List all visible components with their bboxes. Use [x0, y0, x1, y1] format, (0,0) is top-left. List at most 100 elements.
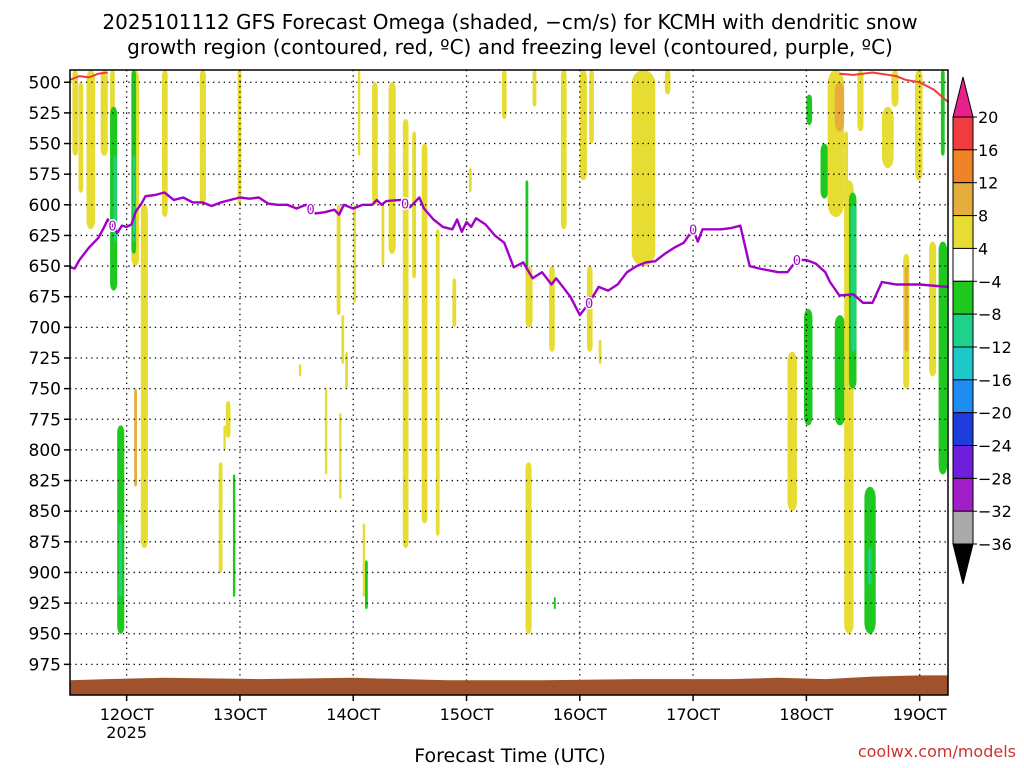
omega-region: [929, 241, 937, 377]
omega-region: [134, 388, 137, 487]
omega-region: [915, 70, 923, 181]
y-tick-label: 725: [29, 349, 61, 369]
freezing-level-line: [70, 191, 948, 317]
colorbar-bin: [952, 215, 974, 250]
omega-region: [787, 351, 797, 512]
omega-region: [223, 425, 226, 450]
chart-title-line1: 2025101112 GFS Forecast Omega (shaded, −…: [102, 10, 917, 34]
y-tick-label: 875: [29, 533, 61, 553]
colorbar-label: −8: [978, 305, 1002, 324]
y-tick-label: 700: [29, 318, 61, 338]
omega-region: [820, 143, 829, 199]
omega-region: [365, 560, 368, 610]
colorbar-label: −36: [978, 535, 1012, 554]
surface-terrain: [70, 675, 948, 695]
omega-region: [834, 82, 845, 132]
colorbar-label: 8: [978, 207, 988, 226]
y-tick-label: 650: [29, 257, 61, 277]
omega-region: [72, 70, 79, 156]
colorbar-bin: [952, 412, 974, 447]
plot-inner: 0 0 0 0 0 0: [70, 70, 948, 695]
omega-region: [402, 119, 409, 548]
omega-region: [132, 155, 136, 242]
y-tick-label: 975: [29, 655, 61, 675]
y-tick-label: 500: [29, 73, 61, 93]
omega-region: [341, 315, 345, 365]
colorbar-bin: [952, 510, 974, 545]
x-tick-label: 19OCT: [893, 705, 947, 724]
colorbar-label: −12: [978, 338, 1012, 357]
omega-region: [388, 82, 396, 254]
omega-region: [891, 70, 899, 107]
omega-region: [140, 204, 148, 548]
colorbar-label: −20: [978, 404, 1012, 423]
omega-region: [579, 70, 587, 181]
y-tick-label: 550: [29, 135, 61, 155]
x-tick-label: 14OCT: [326, 705, 380, 724]
colorbar-label: −24: [978, 437, 1012, 456]
y-tick-label: 825: [29, 472, 61, 492]
freezing-level-label: 0: [108, 220, 116, 235]
y-tick-label: 775: [29, 410, 61, 430]
y-tick-label: 625: [29, 226, 61, 246]
omega-region: [412, 131, 416, 279]
omega-region: [162, 70, 168, 218]
colorbar-label: 12: [978, 174, 998, 193]
x-tick-label: 16OCT: [553, 705, 607, 724]
omega-region: [362, 523, 366, 597]
omega-region: [353, 204, 356, 303]
freezing-level-label: 0: [793, 254, 801, 269]
omega-region: [631, 70, 656, 267]
omega-region: [357, 70, 361, 156]
omega-region: [598, 339, 602, 365]
omega-region: [452, 278, 457, 328]
omega-region: [804, 309, 813, 426]
colorbar-bin: [952, 76, 974, 118]
omega-region: [851, 204, 856, 352]
colorbar-bin: [952, 182, 974, 217]
freezing-level-label: 0: [401, 198, 409, 213]
omega-region: [336, 204, 341, 316]
x-axis-title: Forecast Time (UTC): [414, 745, 605, 767]
plot-area: 0 0 0 0 0 0: [70, 70, 948, 695]
x-tick-label: 12OCT: [100, 705, 154, 724]
colorbar-bin: [952, 313, 974, 348]
omega-region: [372, 82, 378, 205]
y-tick-label: 675: [29, 288, 61, 308]
omega-region: [119, 523, 122, 597]
omega-region: [868, 547, 872, 585]
y-tick-label: 900: [29, 563, 61, 583]
y-tick-label: 525: [29, 104, 61, 124]
axes: 500 525 550 575 600 625 650 675 700 725 750 775 800 8…: [29, 69, 949, 742]
omega-region: [421, 143, 428, 524]
omega-region: [938, 241, 948, 475]
omega-region: [86, 70, 95, 230]
omega-region: [532, 70, 537, 107]
colorbar-label: 16: [978, 141, 998, 160]
x-tick-label: 18OCT: [779, 705, 833, 724]
colorbar-bin: [952, 445, 974, 479]
omega-region: [298, 364, 302, 377]
chart-title-line2: growth region (contoured, red, ºC) and f…: [127, 35, 893, 59]
omega-region: [78, 82, 84, 193]
colorbar-bin: [952, 346, 974, 381]
freezing-level-label: 0: [689, 223, 697, 238]
colorbar-bin: [952, 247, 974, 282]
omega-region: [834, 315, 846, 426]
y-tick-label: 750: [29, 380, 61, 400]
freezing-level-label: 0: [585, 297, 593, 312]
colorbar: 20 16 12 8 4 −4 −8 −12 −16 −20 −24 −28 −32 −36: [952, 76, 1012, 585]
omega-region: [199, 70, 206, 205]
omega-region: [664, 70, 671, 95]
colorbar-label: −28: [978, 469, 1012, 488]
omega-region: [237, 70, 242, 205]
omega-region: [940, 70, 945, 156]
omega-region: [225, 400, 231, 438]
colorbar-label: −32: [978, 502, 1012, 521]
omega-region: [218, 462, 223, 573]
y-tick-label: 850: [29, 502, 61, 522]
plot-border: [69, 69, 949, 696]
colorbar-label: 4: [978, 239, 988, 258]
omega-region: [553, 597, 556, 610]
